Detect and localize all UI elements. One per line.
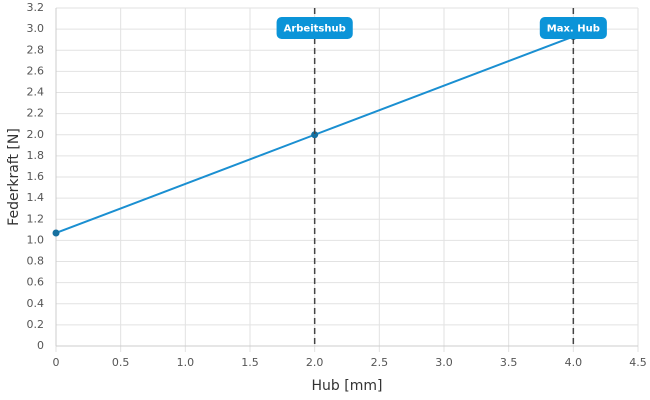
y-tick-label: 1.6 — [27, 170, 45, 183]
x-tick-label: 4.5 — [629, 356, 647, 369]
x-tick-label: 0 — [53, 356, 60, 369]
y-tick-label: 0.6 — [27, 276, 45, 289]
y-tick-label: 1.4 — [27, 191, 45, 204]
annotation-text: Arbeitshub — [284, 24, 346, 35]
x-tick-label: 2.0 — [306, 356, 324, 369]
annotation-label: Arbeitshub — [276, 17, 353, 39]
y-tick-label: 3.2 — [27, 1, 45, 14]
y-axis-title: Federkraft [N] — [6, 128, 22, 226]
y-tick-label: 2.6 — [27, 64, 45, 77]
x-tick-label: 2.5 — [371, 356, 389, 369]
annotation-text: Max. Hub — [547, 24, 600, 35]
y-tick-label: 3.0 — [27, 22, 45, 35]
y-tick-label: 0 — [37, 339, 44, 352]
x-tick-label: 3.5 — [500, 356, 518, 369]
x-tick-label: 4.0 — [565, 356, 583, 369]
y-tick-label: 2.4 — [27, 86, 45, 99]
x-tick-label: 1.5 — [241, 356, 259, 369]
data-point — [52, 229, 60, 237]
x-axis-title: Hub [mm] — [312, 378, 383, 394]
annotation-box — [276, 17, 353, 39]
y-tick-label: 2.8 — [27, 43, 45, 56]
y-tick-label: 0.2 — [27, 318, 45, 331]
x-tick-label: 1.0 — [177, 356, 195, 369]
x-tick-label: 0.5 — [112, 356, 130, 369]
annotation-label: Max. Hub — [539, 17, 607, 39]
y-tick-label: 0.8 — [27, 255, 45, 268]
y-tick-label: 1.0 — [27, 233, 45, 246]
y-tick-label: 1.8 — [27, 149, 45, 162]
y-tick-label: 1.2 — [27, 212, 45, 225]
annotation-box — [539, 17, 607, 39]
y-tick-label: 0.4 — [27, 297, 45, 310]
y-tick-label: 2.0 — [27, 128, 45, 141]
y-tick-label: 2.2 — [27, 107, 45, 120]
data-point — [311, 131, 319, 139]
x-tick-label: 3.0 — [435, 356, 453, 369]
